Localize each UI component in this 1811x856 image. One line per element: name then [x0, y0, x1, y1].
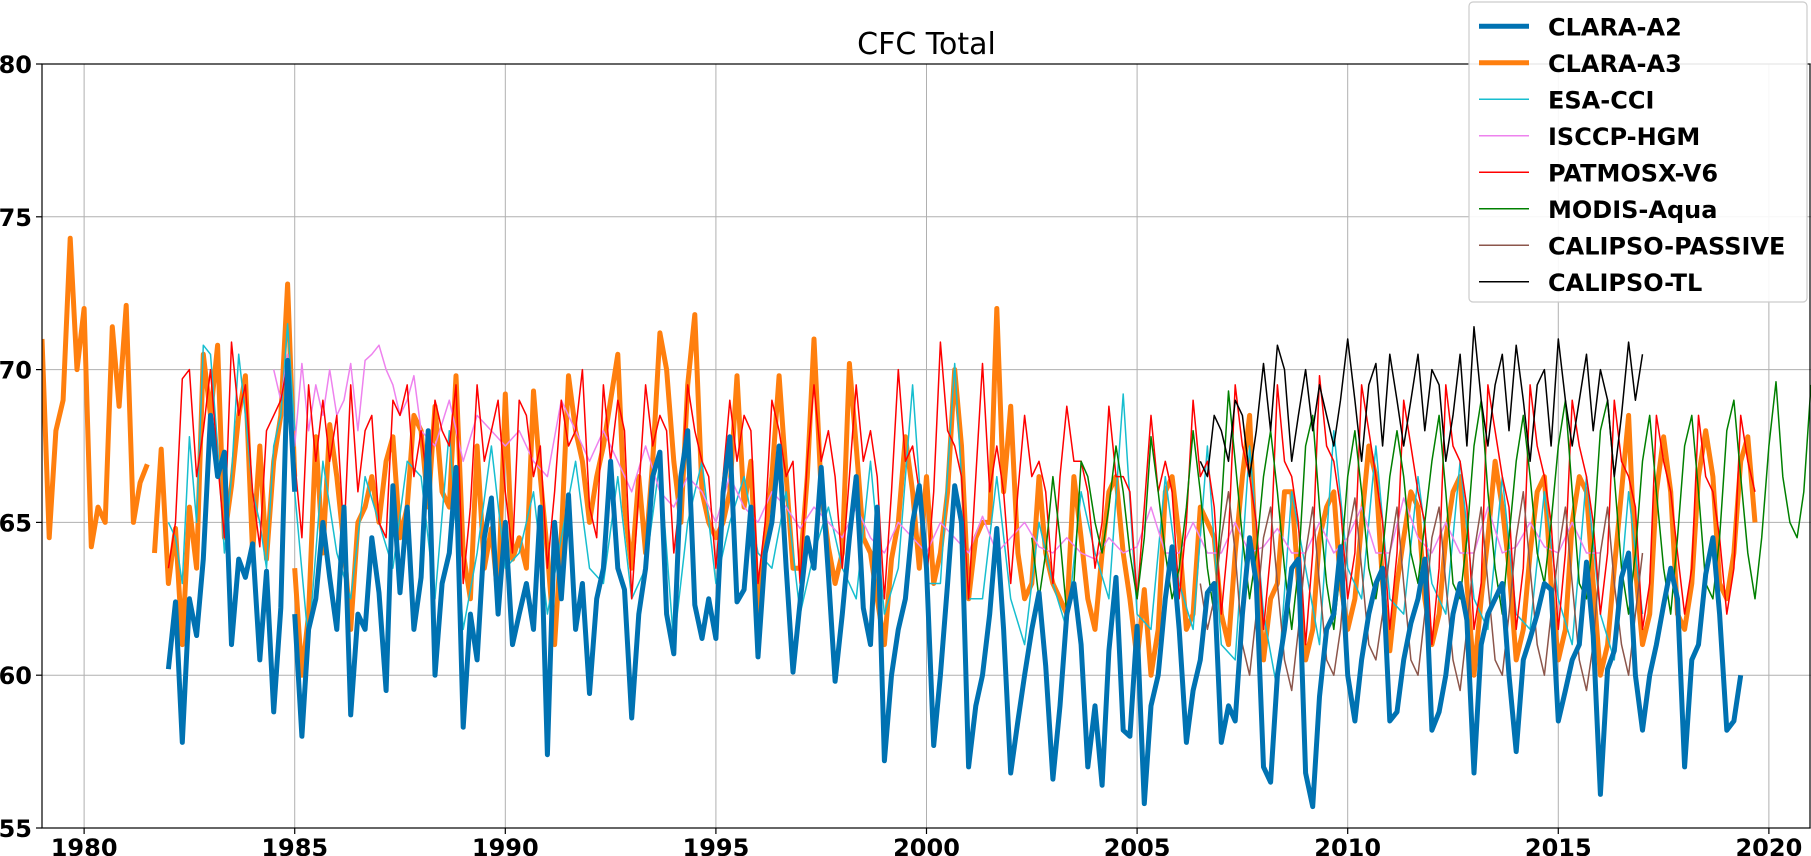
series-line-modis-aqua [1031, 381, 1811, 631]
legend-label: ESA-CCI [1548, 86, 1654, 114]
legend-label: CLARA-A3 [1548, 50, 1682, 78]
legend-label: CALIPSO-TL [1548, 269, 1702, 297]
y-tick-label: 55 [0, 815, 32, 843]
x-tick-label: 2020 [1735, 834, 1802, 856]
series-line-clara-a3 [292, 306, 1758, 678]
series-line-esa-cci [167, 323, 296, 585]
x-tick-label: 1990 [472, 834, 539, 856]
legend-label: PATMOSX-V6 [1548, 159, 1718, 187]
series-line-clara-a3 [42, 235, 150, 550]
legend-label: ISCCP-HGM [1548, 123, 1700, 151]
y-axis-ticks: 55 60 65 70 75 80 [0, 51, 42, 843]
x-tick-label: 1985 [261, 834, 328, 856]
x-tick-label: 2000 [893, 834, 960, 856]
y-tick-label: 75 [0, 204, 32, 232]
legend: CLARA-A2 CLARA-A3 ESA-CCI ISCCP-HGM PATMOSX-… [1468, 1, 1808, 303]
x-tick-label: 2015 [1525, 834, 1592, 856]
legend-label: CLARA-A2 [1548, 13, 1682, 41]
y-tick-label: 80 [0, 51, 32, 79]
series-lines [42, 235, 1811, 810]
x-axis-ticks: 1980 1985 1990 1995 2000 2005 2010 2015 2020 [51, 828, 1802, 856]
plot-area [42, 235, 1811, 810]
series-line-patmosx-v6 [167, 341, 1756, 646]
y-tick-label: 60 [0, 662, 32, 690]
y-tick-label: 65 [0, 509, 32, 537]
series-line-calipso-passive [1199, 491, 1644, 692]
x-tick-label: 2010 [1314, 834, 1381, 856]
chart-title: CFC Total [857, 27, 996, 62]
series-line-isccp-hgm [272, 344, 1601, 560]
x-tick-label: 1980 [51, 834, 118, 856]
legend-box [1468, 1, 1808, 303]
y-tick-label: 70 [0, 357, 32, 385]
legend-label: CALIPSO-PASSIVE [1548, 232, 1785, 260]
series-line-clara-a2 [292, 428, 1744, 810]
x-tick-label: 2005 [1104, 834, 1171, 856]
series-line-clara-a2 [165, 357, 298, 745]
legend-label: MODIS-Aqua [1548, 196, 1717, 224]
series-line-calipso-tl [1199, 326, 1644, 478]
x-tick-label: 1995 [683, 834, 750, 856]
